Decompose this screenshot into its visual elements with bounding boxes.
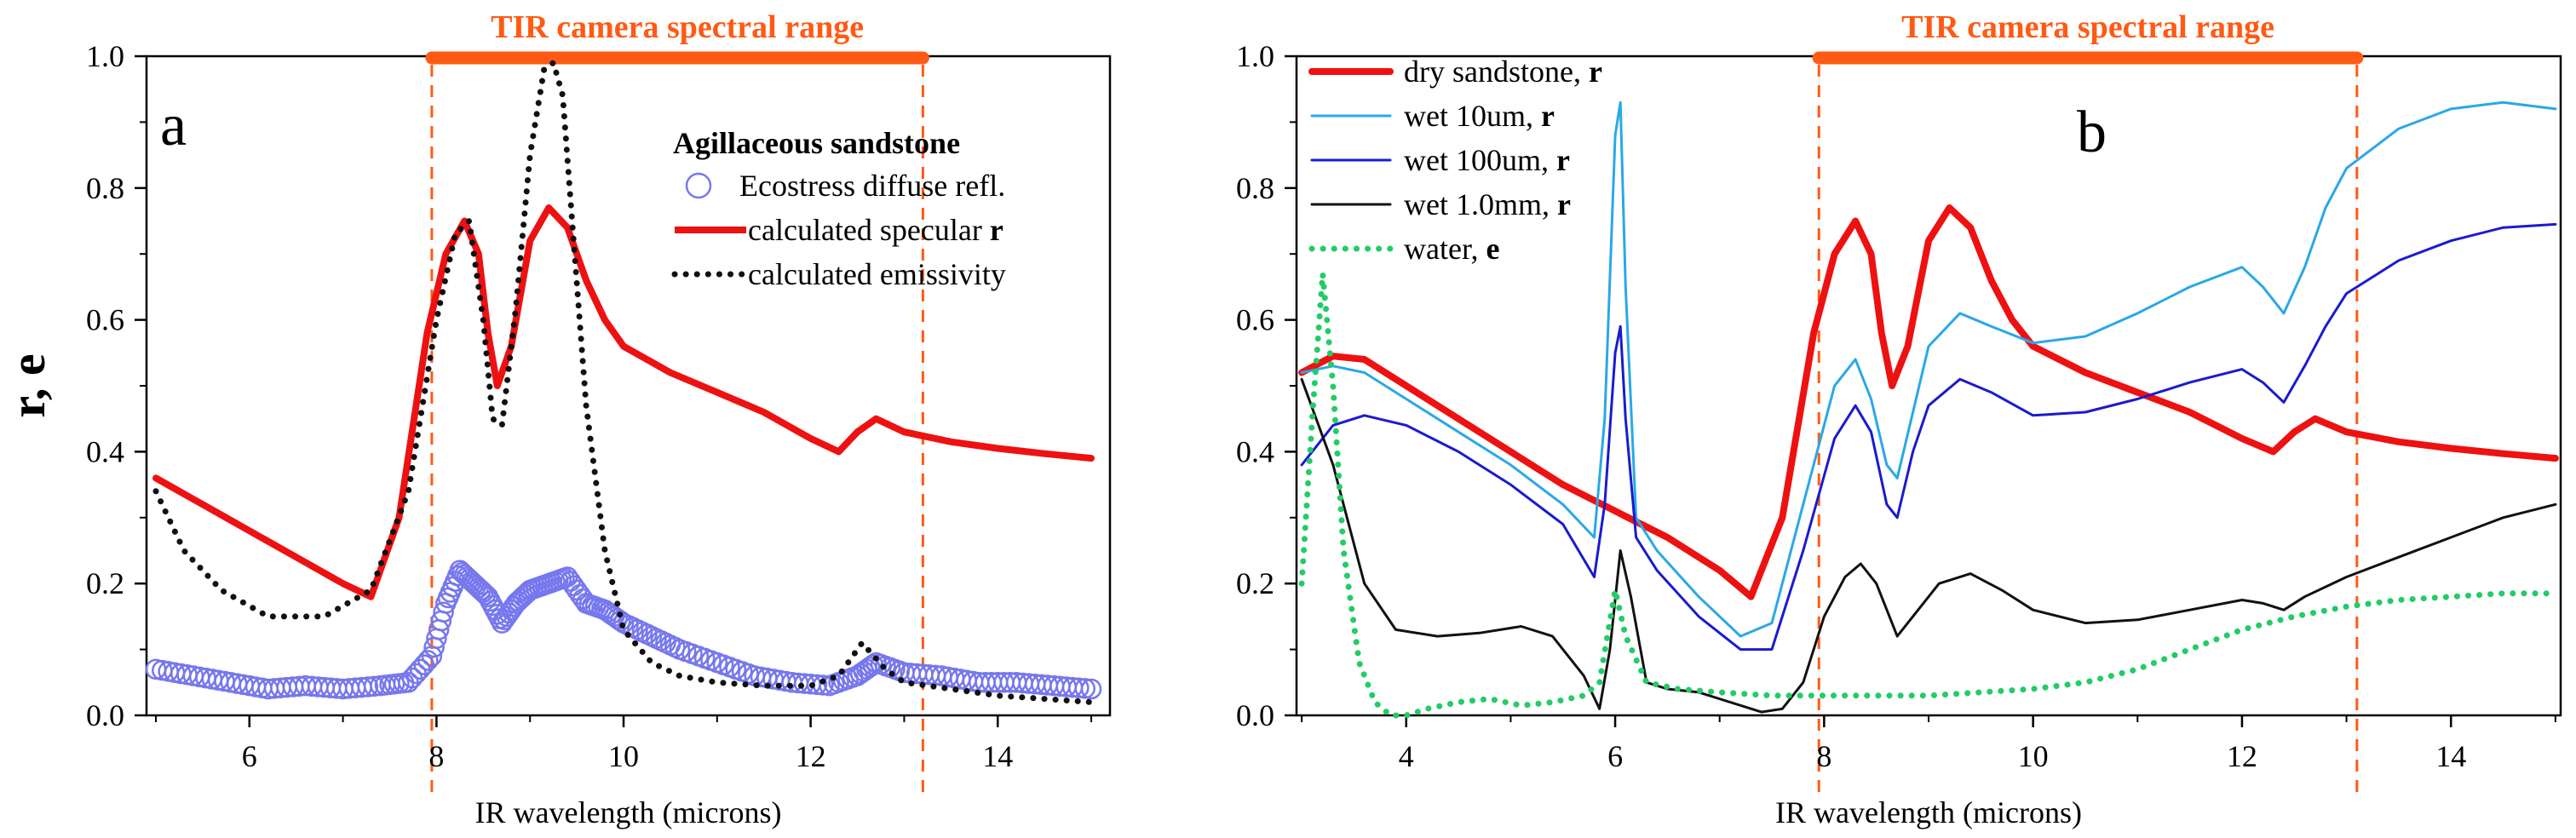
legend-label: wet 1.0mm, r: [1404, 187, 1571, 221]
panel-label: a: [160, 93, 187, 158]
panel-label: b: [2077, 100, 2107, 165]
x-tick-label: 8: [428, 739, 444, 773]
panel-a: TIR camera spectral range 6 8 10 12 14 0.0 0.2…: [0, 9, 1112, 829]
data-point: [1068, 677, 1090, 698]
legend-label: wet 10um, r: [1404, 99, 1555, 133]
legend-title: Agillaceous sandstone: [673, 126, 960, 160]
series-layer: [1298, 100, 2559, 719]
x-tick-label: 4: [1399, 739, 1414, 773]
x-tick-label: 12: [2227, 739, 2257, 773]
legend-label: wet 100um, r: [1404, 143, 1570, 177]
tir-range-layer: TIR camera spectral range: [1812, 9, 2364, 792]
y-tick-label: 0.2: [1236, 566, 1274, 600]
panel-b: TIR camera spectral range 4 6 8 10 12 14 0.0 0.…: [1236, 9, 2562, 829]
legend: Agillaceous sandstone Ecostress diffuse …: [671, 126, 1006, 291]
tir-range-title: TIR camera spectral range: [1901, 9, 2274, 45]
y-tick-label: 0.8: [1236, 171, 1274, 205]
data-point: [806, 674, 828, 696]
y-tick-label: 0.0: [86, 698, 124, 732]
y-tick-label: 0.8: [86, 171, 124, 205]
series-line: [1300, 100, 2557, 638]
data-point: [417, 650, 439, 671]
data-point: [859, 656, 881, 678]
x-tick-label: 8: [1816, 739, 1831, 773]
y-tick-label: 0.6: [86, 303, 124, 337]
data-point: [1074, 678, 1095, 699]
data-point: [363, 675, 385, 697]
y-tick-label: 0.2: [86, 566, 124, 600]
series-line: [1298, 204, 2559, 600]
y-tick-label: 0.6: [1236, 303, 1274, 337]
x-tick-label: 14: [982, 739, 1013, 773]
series-layer: [145, 60, 1102, 705]
data-point: [607, 608, 628, 629]
x-tick-label: 6: [242, 739, 257, 773]
y-tick-label: 0.4: [86, 434, 124, 468]
data-point: [1080, 678, 1102, 700]
axis-ticks: 6 8 10 12 14 0.0 0.2 0.4 0.6 0.8 1.0: [86, 39, 1093, 773]
tir-range-title: TIR camera spectral range: [491, 9, 864, 45]
legend-label: water, e: [1404, 232, 1500, 266]
data-point: [433, 601, 454, 623]
series-line: [1298, 270, 2559, 719]
x-tick-label: 12: [796, 739, 826, 773]
legend-label: calculated specular r: [748, 213, 1003, 247]
x-tick-label: 14: [2435, 739, 2466, 773]
x-tick-label: 10: [2018, 739, 2049, 773]
series-line: [152, 60, 1095, 705]
data-point: [474, 583, 497, 606]
data-point: [357, 676, 379, 697]
series-line: [1300, 222, 2557, 651]
x-axis-label: IR wavelength (microns): [475, 795, 782, 829]
legend: dry sandstone, r wet 10um, r wet 100um, r w…: [1308, 55, 1602, 266]
y-axis-label: r, e: [0, 353, 55, 417]
legend-label: dry sandstone, r: [1404, 55, 1602, 89]
tir-range-layer: TIR camera spectral range: [425, 9, 929, 792]
x-tick-label: 10: [608, 739, 639, 773]
x-axis-label: IR wavelength (microns): [1775, 795, 2082, 829]
x-tick-label: 6: [1607, 739, 1623, 773]
legend-symbol: [685, 172, 712, 199]
series-line: [1300, 377, 2557, 714]
legend-label: Ecostress diffuse refl.: [739, 169, 1005, 203]
y-tick-label: 0.0: [1236, 698, 1274, 732]
y-tick-label: 1.0: [1236, 39, 1274, 73]
y-tick-label: 0.4: [1236, 434, 1274, 468]
series-ecostress: [145, 560, 1102, 700]
y-tick-label: 1.0: [86, 39, 124, 73]
legend-label: calculated emissivity: [748, 257, 1006, 291]
axis-ticks: 4 6 8 10 12 14 0.0 0.2 0.4 0.6 0.8 1.0: [1236, 39, 2556, 773]
